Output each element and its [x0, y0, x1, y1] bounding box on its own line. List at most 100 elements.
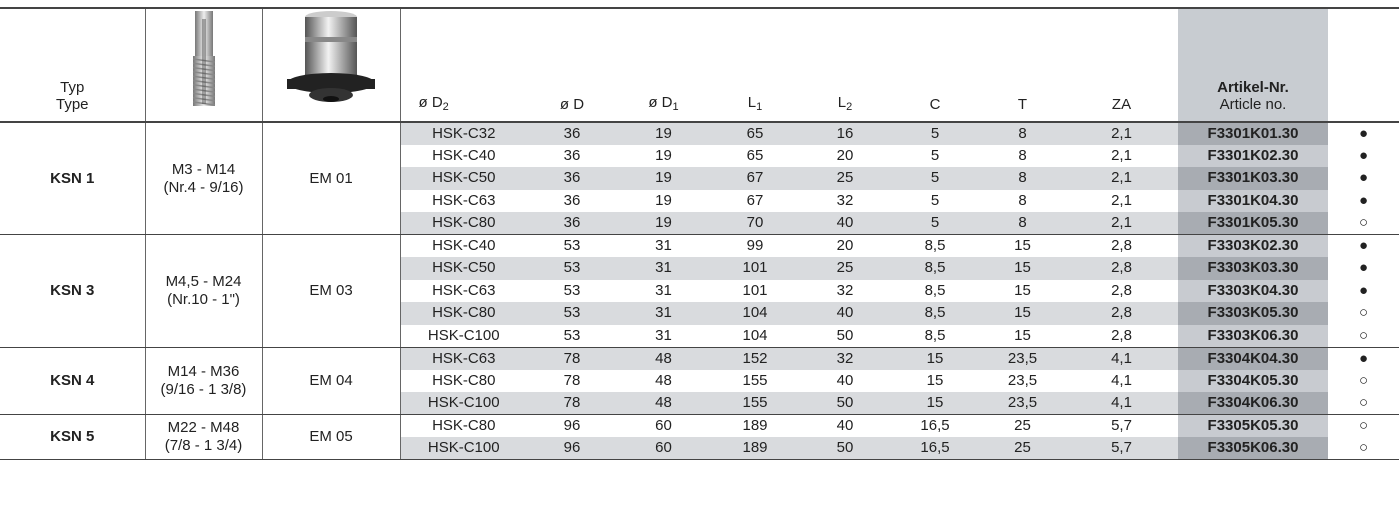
header-column: T [980, 7, 1065, 123]
value-cell: HSK-C32 [400, 122, 527, 145]
value-cell: 8,5 [924, 237, 946, 254]
availability-cell: ○ [1328, 212, 1399, 235]
value-cell: 31 [617, 257, 710, 280]
article-cell: F3305K05.30 [1178, 414, 1328, 437]
header-tap-image [145, 7, 263, 123]
value-cell: 15 [926, 371, 944, 389]
value-cell: 19 [655, 191, 672, 209]
availability-cell: ● [1358, 146, 1369, 164]
value-cell: 25 [800, 167, 890, 190]
value-cell: 8,5 [890, 257, 980, 280]
tap-icon [146, 9, 262, 113]
table-row: HSK-C80 36 19 70 40 5 8 2,1 F3301K05.30 ○ [0, 212, 1399, 235]
table-row: HSK-C80 53 31 104 40 8,5 15 2,8 F3303K05.30 ○ [0, 302, 1399, 325]
thread-metric: M22 - M48 [167, 419, 240, 436]
value-cell: 32 [836, 281, 854, 299]
value-cell: 53 [527, 324, 617, 348]
value-cell: 15 [1014, 237, 1031, 254]
value-cell: 53 [527, 302, 617, 325]
value-cell: HSK-C63 [432, 281, 496, 299]
value-cell: 15 [980, 324, 1065, 348]
value-cell: 70 [710, 212, 800, 235]
value-cell: 53 [563, 237, 581, 254]
value-cell: 101 [710, 257, 800, 280]
value-cell: 23,5 [1007, 371, 1038, 389]
thread-cell: M22 - M48 (7/8 - 1 3/4) [145, 414, 263, 460]
value-cell: 19 [655, 146, 672, 164]
value-cell: HSK-C80 [432, 371, 496, 389]
value-cell: 2,1 [1065, 167, 1178, 190]
value-cell: 8,5 [924, 281, 946, 299]
value-cell: HSK-C63 [400, 347, 527, 370]
value-cell: HSK-C80 [400, 212, 527, 235]
value-cell: HSK-C40 [432, 237, 496, 254]
value-cell: 65 [746, 146, 764, 164]
value-cell: HSK-C50 [400, 167, 527, 190]
availability-cell: ○ [1358, 371, 1369, 389]
value-cell: 31 [617, 302, 710, 325]
value-cell: 60 [655, 417, 672, 434]
availability-cell: ○ [1358, 304, 1369, 322]
value-cell: 4,1 [1065, 347, 1178, 370]
header-type-en: Type [55, 96, 89, 113]
article-cell: F3303K02.30 [1178, 234, 1328, 257]
value-cell: 8 [980, 122, 1065, 145]
value-cell: 8 [1018, 146, 1027, 164]
value-cell: HSK-C100 [400, 392, 527, 415]
value-cell: 15 [890, 347, 980, 370]
holder-cell: EM 05 [262, 414, 401, 460]
value-cell: 53 [563, 281, 581, 299]
header-column: C [890, 7, 980, 123]
value-cell: 189 [742, 417, 768, 434]
value-cell: 60 [617, 437, 710, 460]
tap-svg [192, 11, 215, 106]
value-cell: 2,8 [1065, 302, 1178, 325]
value-cell: 65 [710, 122, 800, 145]
type-cell: KSN 5 [0, 414, 146, 460]
value-cell: 40 [800, 302, 890, 325]
article-cell: F3303K03.30 [1178, 257, 1328, 280]
value-cell: 25 [800, 257, 890, 280]
header-column: ø D1 [617, 7, 710, 123]
value-cell: 31 [655, 281, 672, 299]
value-cell: 5 [930, 191, 940, 209]
value-cell: 40 [836, 371, 854, 389]
value-cell: 5 [930, 146, 940, 164]
value-cell: 99 [746, 237, 764, 254]
table-row: HSK-C100 96 60 189 50 16,5 25 5,7 F3305K06.30 ○ [0, 437, 1399, 460]
table-row: HSK-C63 53 31 101 32 8,5 15 2,8 F3303K04.30 ● [0, 279, 1399, 302]
column-label: L [747, 94, 757, 111]
value-cell: 2,1 [1111, 191, 1132, 209]
value-cell: 48 [617, 347, 710, 370]
value-cell: 36 [563, 191, 581, 209]
value-cell: 19 [617, 167, 710, 190]
thread-inch: (9/16 - 1 3/8) [160, 380, 247, 398]
header-type-de: Typ [60, 79, 85, 96]
availability-cell: ● [1358, 281, 1369, 299]
header-column: ø D2 [400, 7, 527, 123]
header-article-en: Article no. [1219, 96, 1287, 113]
value-cell: 2,8 [1065, 257, 1178, 280]
value-cell: 104 [710, 324, 800, 348]
value-cell: 96 [527, 437, 617, 460]
availability-cell: ● [1358, 124, 1369, 142]
value-cell: 36 [527, 212, 617, 235]
article-cell: F3304K06.30 [1178, 392, 1328, 415]
value-cell: 50 [800, 392, 890, 415]
value-cell: 25 [1014, 417, 1031, 434]
article-cell: F3303K06.30 [1178, 324, 1328, 348]
availability-cell: ● [1358, 237, 1369, 254]
value-cell: 36 [527, 122, 617, 145]
table-row: HSK-C50 36 19 67 25 5 8 2,1 F3301K03.30 ● [0, 167, 1399, 190]
table-row: HSK-C40 36 19 65 20 5 8 2,1 F3301K02.30 ● [0, 144, 1399, 167]
value-cell: 5,7 [1065, 437, 1178, 460]
header-column: ø D [527, 7, 617, 123]
value-cell: 8 [1018, 191, 1027, 209]
thread-cell: M14 - M36 (9/16 - 1 3/8) [145, 347, 263, 415]
thread-metric: M14 - M36 [167, 362, 240, 380]
table-row: HSK-C80 78 48 155 40 15 23,5 4,1 F3304K05.30 ○ [0, 369, 1399, 392]
column-subscript: 2 [846, 101, 853, 113]
value-cell: 15 [980, 257, 1065, 280]
header-column: L2 [800, 7, 890, 123]
